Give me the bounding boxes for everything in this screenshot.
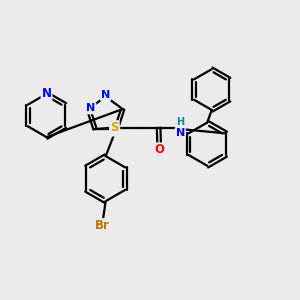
- Text: N: N: [110, 126, 119, 136]
- Text: Br: Br: [95, 219, 110, 232]
- Text: N: N: [176, 128, 185, 138]
- Text: H: H: [176, 117, 184, 127]
- Text: N: N: [86, 103, 95, 113]
- Text: S: S: [110, 121, 119, 134]
- Text: O: O: [154, 143, 164, 156]
- Text: N: N: [41, 87, 52, 101]
- Text: N: N: [101, 90, 110, 100]
